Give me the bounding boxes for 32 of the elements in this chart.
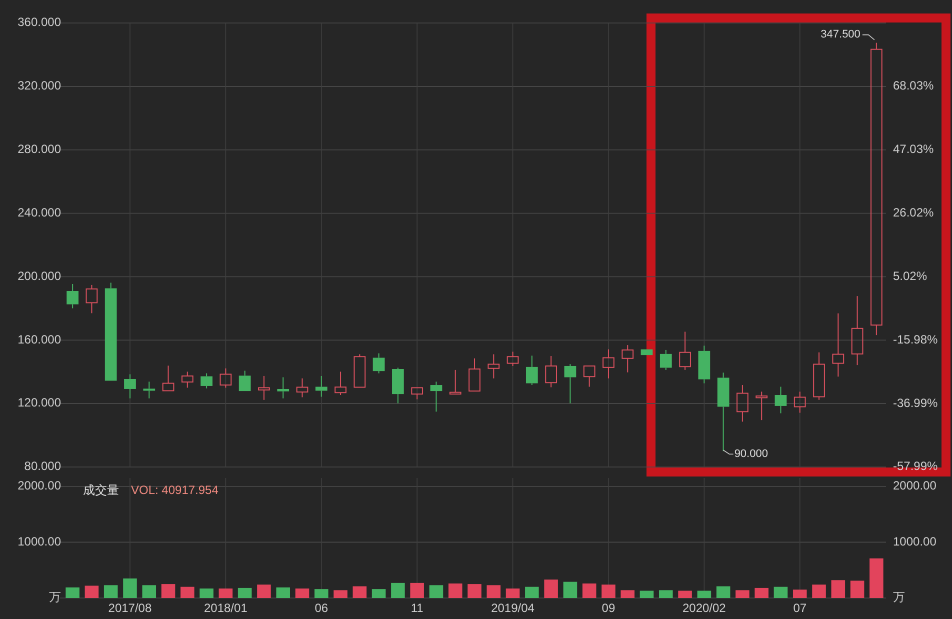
x-tick-label: 11 — [410, 601, 424, 616]
y-tick-label: 120.000 — [18, 396, 62, 410]
y-tick-label: 2000.00 — [18, 478, 62, 493]
x-tick-label: 2019/04 — [491, 601, 535, 616]
annotation: 347.500 — [820, 28, 860, 41]
y-tick-label: 1000.00 — [18, 534, 62, 548]
y2-tick-label: 2000.00 — [893, 478, 937, 493]
x-tick-label: 06 — [314, 601, 328, 616]
y2-tick-label: 1000.00 — [893, 534, 937, 548]
y2-tick-label: 68.03% — [893, 78, 934, 93]
y-tick-label: 360.000 — [18, 15, 62, 30]
y2-tick-label: -36.99% — [893, 396, 938, 410]
annotation: VOL: 40917.954 — [131, 483, 219, 498]
y-tick-label: 240.000 — [18, 205, 62, 220]
y2-tick-label: 万 — [893, 590, 905, 604]
x-tick-label: 2018/01 — [204, 601, 248, 616]
y-tick-label: 万 — [49, 590, 61, 604]
y2-tick-label: 47.03% — [893, 142, 934, 156]
x-tick-label: 09 — [602, 601, 616, 616]
x-tick-label: 2017/08 — [108, 601, 152, 616]
y-tick-label: 200.000 — [18, 268, 62, 283]
y-tick-label: 280.000 — [18, 142, 62, 156]
y2-tick-label: 26.02% — [893, 205, 934, 220]
y-tick-label: 320.000 — [18, 78, 62, 93]
y2-tick-label: -15.98% — [893, 332, 938, 346]
annotation: 90.000 — [734, 448, 768, 460]
y-tick-label: 160.000 — [18, 332, 62, 346]
y-tick-label: 80.000 — [24, 459, 62, 474]
y2-tick-label: 5.02% — [893, 268, 928, 283]
x-tick-label: 2020/02 — [682, 601, 726, 616]
x-tick-label: 07 — [793, 601, 807, 616]
annotation: 成交量 — [83, 483, 119, 498]
